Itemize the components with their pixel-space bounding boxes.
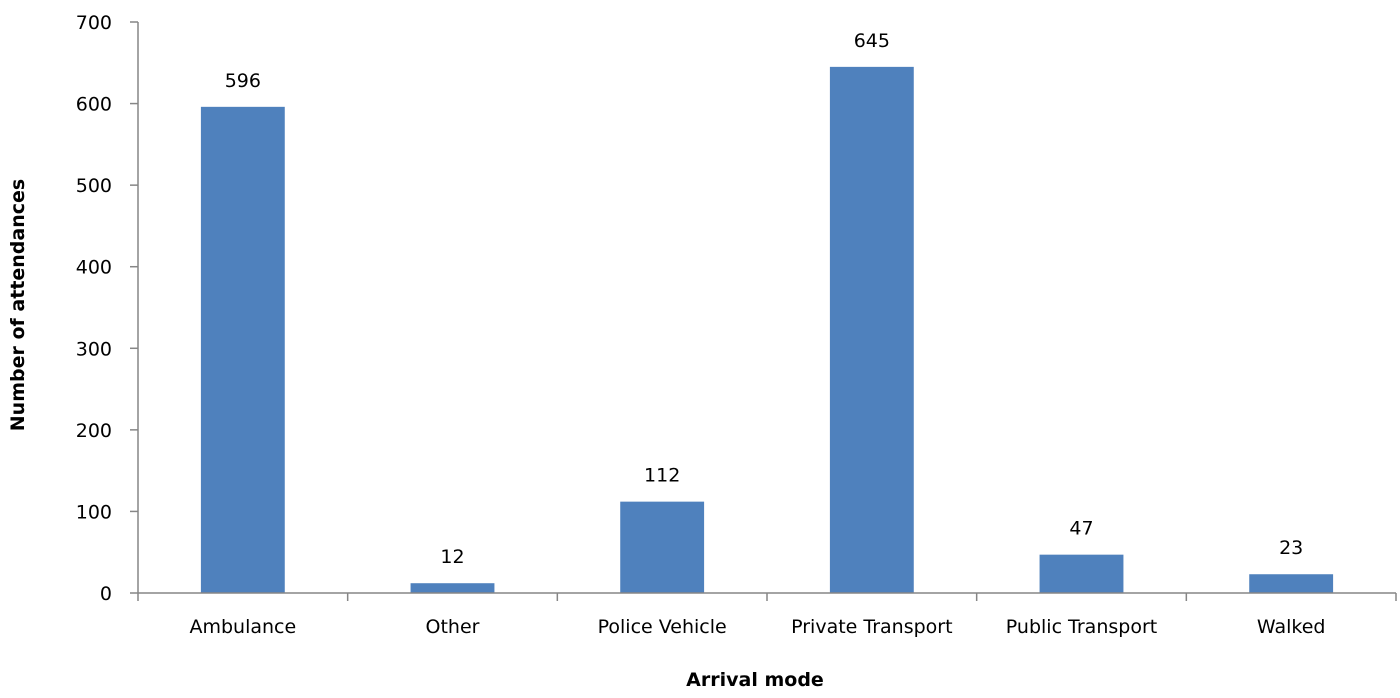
data-label: 645 xyxy=(854,30,890,52)
bar-private-transport xyxy=(829,66,914,594)
y-tick-label: 200 xyxy=(76,420,112,442)
y-tick-label: 600 xyxy=(76,94,112,116)
data-labels: 596 12 112 645 47 23 xyxy=(225,30,1304,568)
y-axis-ticks: 0 100 200 300 400 500 600 700 xyxy=(76,12,138,605)
data-label: 112 xyxy=(644,465,680,487)
bar-public-transport xyxy=(1039,554,1124,593)
x-tick-label: Ambulance xyxy=(189,616,296,638)
y-tick-label: 500 xyxy=(76,175,112,197)
bar-police-vehicle xyxy=(620,501,705,593)
y-axis-title: Number of attendances xyxy=(7,179,29,431)
y-tick-label: 100 xyxy=(76,501,112,523)
x-tick-label: Public Transport xyxy=(1006,616,1157,638)
bar-ambulance xyxy=(200,106,285,593)
y-tick-label: 300 xyxy=(76,338,112,360)
data-label: 596 xyxy=(225,70,261,92)
bar-series xyxy=(200,66,1334,594)
data-label: 23 xyxy=(1279,537,1303,559)
data-label: 47 xyxy=(1069,518,1093,540)
x-tick-label: Private Transport xyxy=(791,616,952,638)
bar-walked xyxy=(1249,574,1334,593)
x-axis-title: Arrival mode xyxy=(686,669,824,691)
y-tick-label: 400 xyxy=(76,257,112,279)
x-axis-ticks: Ambulance Other Police Vehicle Private Tran… xyxy=(137,593,1397,638)
y-tick-label: 700 xyxy=(76,12,112,34)
bar-other xyxy=(410,583,495,593)
data-label: 12 xyxy=(440,546,464,568)
x-tick-label: Walked xyxy=(1257,616,1326,638)
y-tick-label: 0 xyxy=(100,583,112,605)
x-tick-label: Other xyxy=(426,616,480,638)
x-tick-label: Police Vehicle xyxy=(598,616,727,638)
